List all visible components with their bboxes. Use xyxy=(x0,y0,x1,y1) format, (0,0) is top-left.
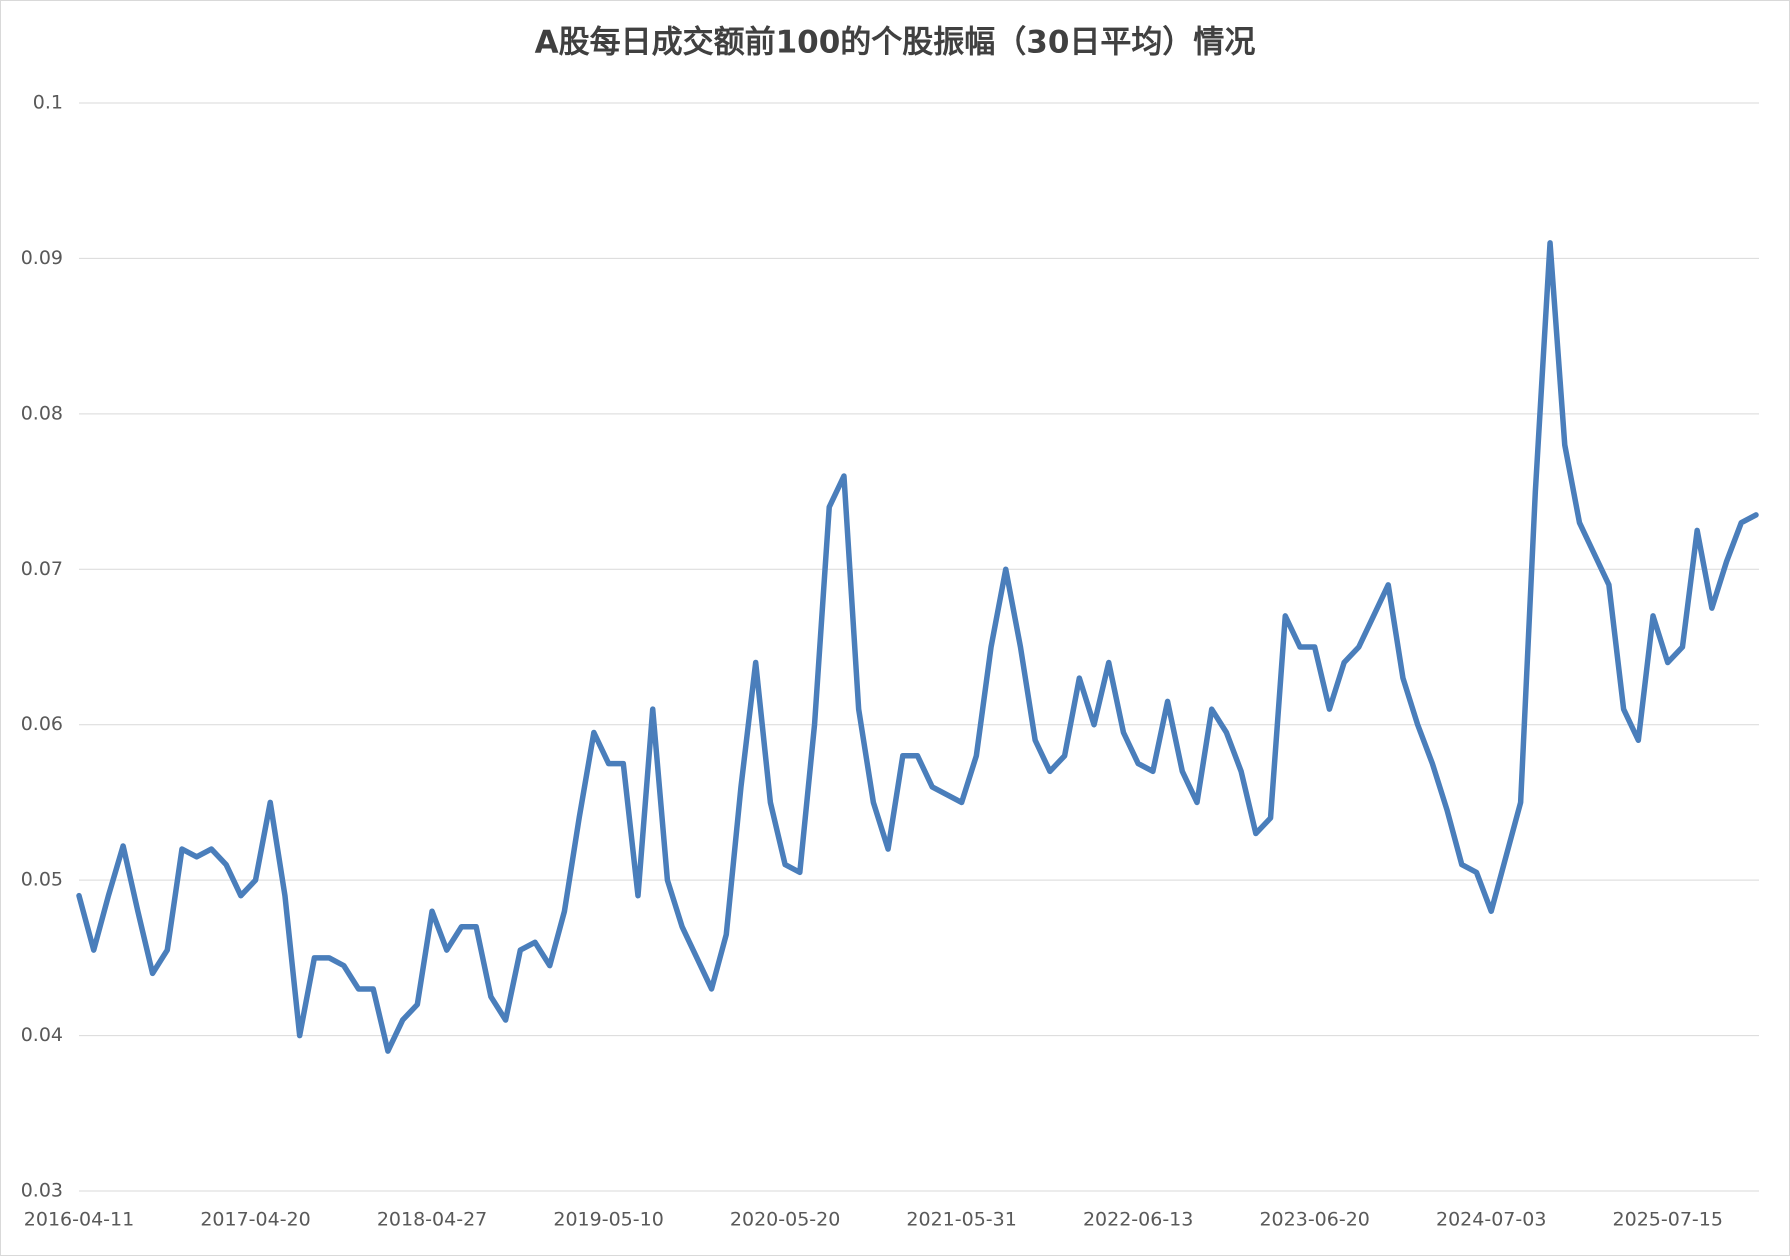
y-tick-label: 0.07 xyxy=(21,558,63,580)
y-tick-label: 0.08 xyxy=(21,402,63,424)
y-tick-label: 0.03 xyxy=(21,1180,63,1202)
x-tick-label: 2019-05-10 xyxy=(553,1209,663,1231)
chart-title: A股每日成交额前100的个股振幅（30日平均）情况 xyxy=(535,25,1256,61)
x-tick-label: 2023-06-20 xyxy=(1259,1209,1369,1231)
x-tick-label: 2018-04-27 xyxy=(377,1209,487,1231)
y-tick-label: 0.06 xyxy=(21,713,63,735)
y-tick-label: 0.1 xyxy=(33,92,63,114)
x-tick-label: 2020-05-20 xyxy=(730,1209,840,1231)
y-tick-label: 0.09 xyxy=(21,247,63,269)
x-tick-label: 2024-07-03 xyxy=(1436,1209,1546,1231)
x-tick-label: 2021-05-31 xyxy=(906,1209,1016,1231)
x-tick-label: 2025-07-15 xyxy=(1613,1209,1723,1231)
y-tick-label: 0.05 xyxy=(21,869,63,891)
x-tick-label: 2017-04-20 xyxy=(200,1209,310,1231)
x-tick-label: 2022-06-13 xyxy=(1083,1209,1193,1231)
data-line xyxy=(76,240,1759,1054)
y-tick-label: 0.04 xyxy=(21,1024,63,1046)
x-tick-label: 2016-04-11 xyxy=(24,1209,134,1231)
